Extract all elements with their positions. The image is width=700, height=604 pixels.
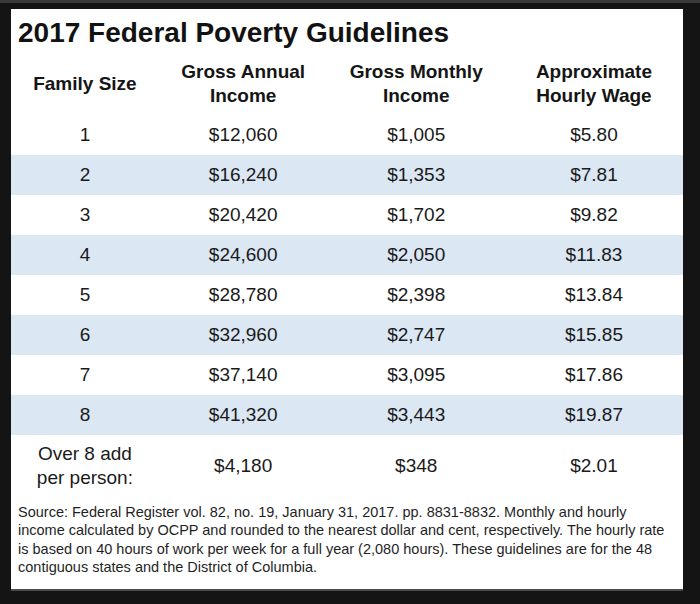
family-size-cell: 4 (11, 235, 159, 275)
table-row: 6 $32,960 $2,747 $15.85 (11, 315, 683, 355)
monthly-income-cell: $1,005 (328, 115, 505, 155)
source-footnote: Source: Federal Register vol. 82, no. 19… (18, 503, 676, 577)
annual-income-cell: $32,960 (159, 315, 328, 355)
table-row: 3 $20,420 $1,702 $9.82 (11, 195, 683, 235)
page-frame: 2017 Federal Poverty Guidelines Family S… (0, 0, 700, 604)
top-border-strip (0, 0, 700, 3)
hourly-wage-cell: $9.82 (505, 195, 683, 235)
col-header-family-size: Family Size (11, 53, 159, 115)
annual-income-cell: $4,180 (159, 435, 328, 497)
monthly-income-cell: $2,050 (328, 235, 505, 275)
family-size-cell: 6 (11, 315, 159, 355)
hourly-wage-cell: $5.80 (505, 115, 683, 155)
annual-income-cell: $16,240 (159, 155, 328, 195)
col-header-approximate-hourly-wage: Approximate Hourly Wage (505, 53, 683, 115)
family-size-cell: 3 (11, 195, 159, 235)
family-size-cell: 8 (11, 395, 159, 435)
family-size-cell: Over 8 add per person: (11, 435, 159, 497)
table-row-over-8: Over 8 add per person: $4,180 $348 $2.01 (11, 435, 683, 497)
table-row: 4 $24,600 $2,050 $11.83 (11, 235, 683, 275)
page-title: 2017 Federal Poverty Guidelines (18, 16, 683, 50)
monthly-income-cell: $348 (328, 435, 505, 497)
hourly-wage-cell: $15.85 (505, 315, 683, 355)
monthly-income-cell: $2,398 (328, 275, 505, 315)
poverty-guidelines-table: Family Size Gross Annual Income Gross Mo… (11, 53, 683, 497)
table-row: 8 $41,320 $3,443 $19.87 (11, 395, 683, 435)
monthly-income-cell: $1,702 (328, 195, 505, 235)
table-sheet: 2017 Federal Poverty Guidelines Family S… (11, 9, 683, 591)
family-size-cell: 1 (11, 115, 159, 155)
monthly-income-cell: $1,353 (328, 155, 505, 195)
table-row: 1 $12,060 $1,005 $5.80 (11, 115, 683, 155)
family-size-cell: 7 (11, 355, 159, 395)
hourly-wage-cell: $13.84 (505, 275, 683, 315)
hourly-wage-cell: $17.86 (505, 355, 683, 395)
annual-income-cell: $28,780 (159, 275, 328, 315)
annual-income-cell: $37,140 (159, 355, 328, 395)
table-row: 7 $37,140 $3,095 $17.86 (11, 355, 683, 395)
table-row: 2 $16,240 $1,353 $7.81 (11, 155, 683, 195)
table-body: 1 $12,060 $1,005 $5.80 2 $16,240 $1,353 … (11, 115, 683, 497)
annual-income-cell: $12,060 (159, 115, 328, 155)
monthly-income-cell: $3,095 (328, 355, 505, 395)
monthly-income-cell: $2,747 (328, 315, 505, 355)
header-row: Family Size Gross Annual Income Gross Mo… (11, 53, 683, 115)
hourly-wage-cell: $19.87 (505, 395, 683, 435)
annual-income-cell: $24,600 (159, 235, 328, 275)
col-header-gross-monthly-income: Gross Monthly Income (328, 53, 505, 115)
hourly-wage-cell: $2.01 (505, 435, 683, 497)
hourly-wage-cell: $7.81 (505, 155, 683, 195)
family-size-cell: 5 (11, 275, 159, 315)
hourly-wage-cell: $11.83 (505, 235, 683, 275)
table-header: Family Size Gross Annual Income Gross Mo… (11, 53, 683, 115)
monthly-income-cell: $3,443 (328, 395, 505, 435)
annual-income-cell: $41,320 (159, 395, 328, 435)
col-header-gross-annual-income: Gross Annual Income (159, 53, 328, 115)
table-row: 5 $28,780 $2,398 $13.84 (11, 275, 683, 315)
annual-income-cell: $20,420 (159, 195, 328, 235)
family-size-cell: 2 (11, 155, 159, 195)
